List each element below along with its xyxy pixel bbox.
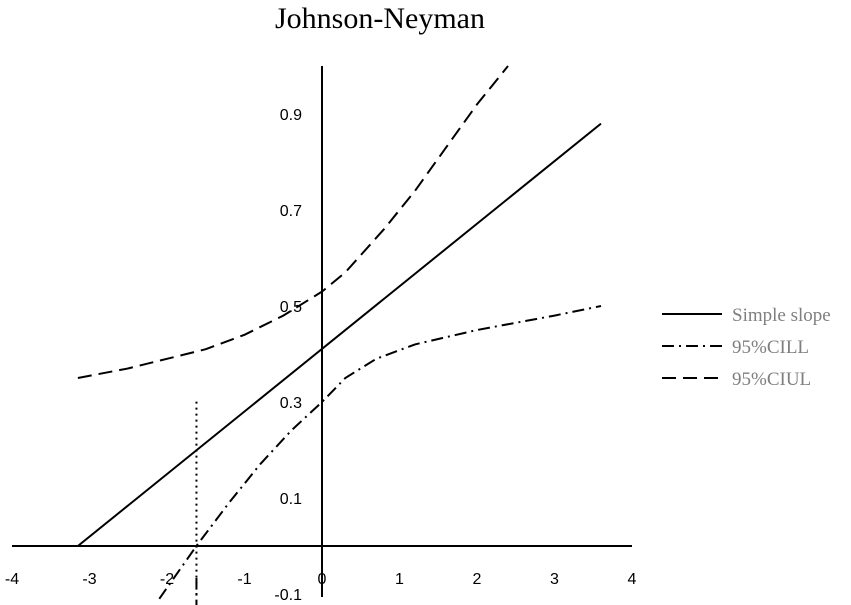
x-tick-labels: -4 -3 -2 -1 0 1 2 3 4 (5, 571, 637, 588)
y-tick-labels: 0.9 0.7 0.5 0.3 0.1 -0.1 (274, 107, 302, 604)
x-tick-label: 0 (318, 571, 327, 588)
series-line-simple-slope (77, 122, 602, 547)
legend-label: 95%CILL (732, 337, 809, 358)
y-tick-label: 0.1 (280, 491, 302, 508)
legend: Simple slope 95%CILL 95%CIUL (662, 305, 831, 390)
x-tick-label: -4 (5, 571, 19, 588)
x-tick-label: 2 (473, 571, 482, 588)
x-tick-label: 1 (395, 571, 404, 588)
x-tick-label: 3 (550, 571, 559, 588)
legend-label: 95%CIUL (732, 369, 811, 390)
x-tick-label: -2 (160, 571, 174, 588)
y-tick-label: 0.3 (280, 395, 302, 412)
axes (12, 66, 632, 597)
series-lines (77, 65, 602, 600)
y-tick-label: -0.1 (274, 587, 302, 604)
legend-label: Simple slope (732, 305, 831, 326)
chart-title: Johnson-Neyman (275, 2, 485, 35)
y-tick-label: 0.5 (280, 299, 302, 316)
x-tick-label: 4 (628, 571, 637, 588)
x-tick-label: -3 (82, 571, 96, 588)
y-tick-label: 0.9 (280, 107, 302, 124)
x-tick-label: -1 (237, 571, 251, 588)
series-line-95-cill (158, 305, 602, 600)
y-tick-label: 0.7 (280, 203, 302, 220)
series-line-95-ciul (77, 65, 509, 379)
